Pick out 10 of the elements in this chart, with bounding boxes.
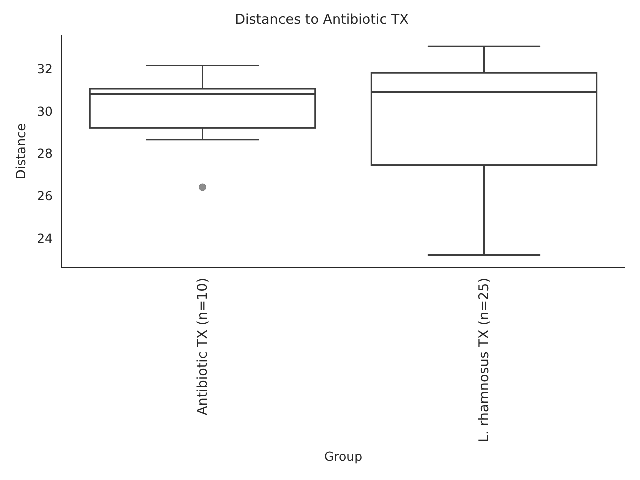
- chart-title: Distances to Antibiotic TX: [235, 12, 409, 28]
- x-tick-label: L. rhamnosus TX (n=25): [476, 278, 492, 442]
- y-tick-label: 28: [37, 146, 54, 162]
- y-axis-title: Distance: [14, 123, 30, 180]
- x-tick-label: Antibiotic TX (n=10): [194, 278, 211, 416]
- y-tick-label: 30: [37, 104, 54, 119]
- y-tick-label: 26: [37, 188, 54, 204]
- y-tick-label: 24: [37, 230, 54, 246]
- x-axis-title: Group: [324, 449, 363, 464]
- y-tick-label: 32: [37, 61, 53, 76]
